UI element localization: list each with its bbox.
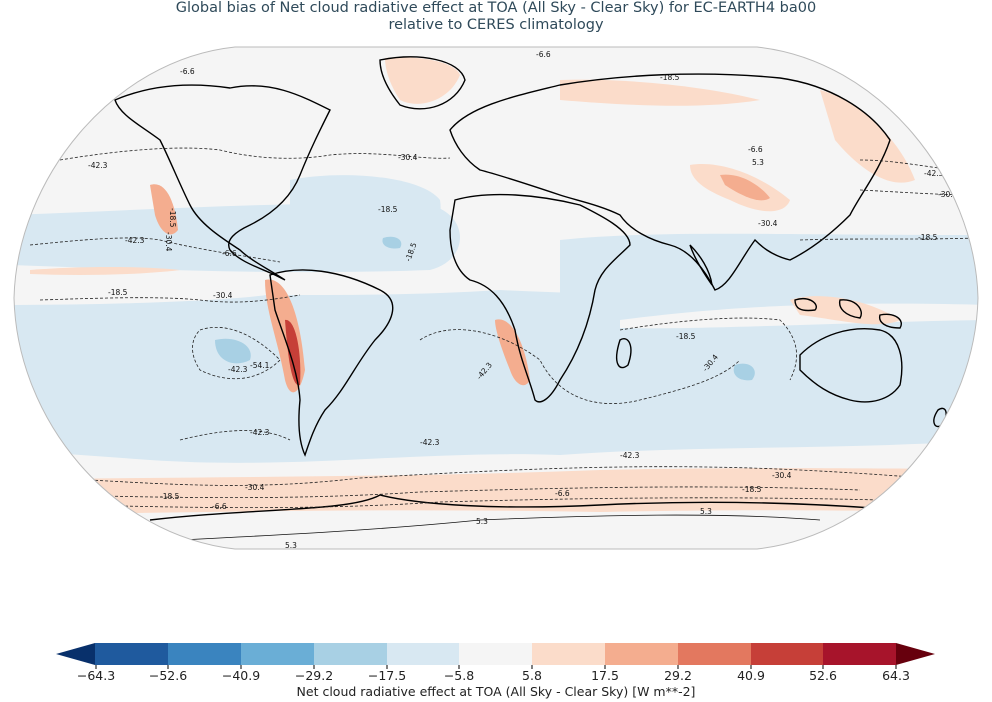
svg-text:-18.5: -18.5	[918, 233, 938, 242]
svg-text:-42.3: -42.3	[88, 161, 108, 170]
title-line-1: Global bias of Net cloud radiative effec…	[175, 0, 817, 16]
colorbar-extend-high	[896, 643, 935, 665]
colorbar-tick-label: 5.8	[522, 668, 542, 683]
svg-text:-6.6: -6.6	[536, 50, 551, 59]
svg-text:5.3: 5.3	[285, 541, 297, 550]
svg-text:-42.3: -42.3	[420, 438, 440, 447]
svg-text:-18.5: -18.5	[108, 288, 128, 297]
svg-text:-6.6: -6.6	[222, 249, 237, 258]
svg-text:-30.4: -30.4	[164, 232, 173, 252]
svg-text:-18.5: -18.5	[742, 485, 762, 494]
svg-text:-30.4: -30.4	[245, 483, 265, 492]
svg-text:-6.6: -6.6	[180, 67, 195, 76]
colorbar-tick-label: 52.6	[809, 668, 837, 683]
colorbar-extend-low	[56, 643, 95, 665]
map-plot: -6.6 -42.3 -30.4 -18.5 -30.4 -42.3 -18.5…	[13, 46, 979, 550]
svg-text:5.3: 5.3	[752, 158, 764, 167]
svg-text:5.3: 5.3	[476, 517, 488, 526]
title-line-2: relative to CERES climatology	[388, 17, 604, 33]
colorbar-tick-label: 29.2	[664, 668, 692, 683]
svg-text:-18.5: -18.5	[168, 208, 177, 228]
svg-text:-30.4: -30.4	[772, 471, 792, 480]
svg-text:-42.3: -42.3	[250, 428, 270, 437]
colorbar-tick-label: −29.2	[294, 668, 334, 683]
colorbar-tick-label: −52.6	[148, 668, 188, 683]
svg-text:-6.6: -6.6	[212, 502, 227, 511]
colorbar-tick-label: 17.5	[591, 668, 619, 683]
svg-text:-18.5: -18.5	[660, 73, 680, 82]
svg-text:-42.3: -42.3	[924, 169, 944, 178]
svg-text:-42.3: -42.3	[125, 236, 145, 245]
svg-text:-18.5: -18.5	[378, 205, 398, 214]
colorbar-tick-label: −64.3	[76, 668, 116, 683]
svg-text:-30.4: -30.4	[758, 219, 778, 228]
colorbar-tick-label: 64.3	[882, 668, 910, 683]
svg-text:-30.4: -30.4	[213, 291, 233, 300]
colorbar-tick-label: 40.9	[737, 668, 765, 683]
svg-text:-42.3: -42.3	[228, 365, 248, 374]
colorbar-tick-label: −5.8	[443, 668, 475, 683]
colorbar-tick-label: −40.9	[221, 668, 261, 683]
colorbar-title: Net cloud radiative effect at TOA (All S…	[296, 684, 696, 699]
svg-text:-18.5: -18.5	[676, 332, 696, 341]
svg-text:-42.3: -42.3	[620, 451, 640, 460]
svg-text:-30.4: -30.4	[398, 153, 418, 162]
svg-text:-18.5: -18.5	[160, 492, 180, 501]
svg-text:-6.6: -6.6	[748, 145, 763, 154]
chart-title: Global bias of Net cloud radiative effec…	[0, 0, 992, 34]
svg-text:-30.4: -30.4	[938, 190, 958, 199]
map-boundary	[13, 46, 979, 550]
svg-text:-6.6: -6.6	[555, 489, 570, 498]
svg-text:-54.1: -54.1	[250, 361, 270, 370]
svg-text:5.3: 5.3	[700, 507, 712, 516]
colorbar-tick-label: −17.5	[367, 668, 407, 683]
